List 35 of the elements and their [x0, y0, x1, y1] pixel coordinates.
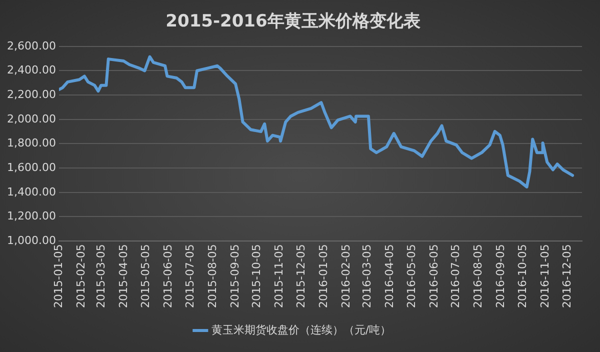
y-tick-label: 1,200.00: [7, 210, 56, 223]
y-tick-label: 1,800.00: [7, 136, 56, 150]
x-tick-label: 2016-10-05: [516, 244, 530, 308]
x-tick-label: 2016-05-05: [404, 244, 418, 308]
x-tick-label: 2016-07-05: [449, 244, 462, 308]
x-tick-label: 2015-04-05: [117, 244, 130, 308]
y-tick-label: 1,600.00: [7, 160, 56, 174]
x-tick-label: 2015-11-05: [272, 244, 286, 308]
x-tick-label: 2016-01-05: [316, 244, 330, 308]
x-tick-label: 2015-05-05: [139, 244, 152, 308]
legend-label: 黄玉米期货收盘价（连续）（元/吨）: [211, 323, 392, 336]
chart-title: 2015-2016年黄玉米价格变化表: [166, 12, 422, 32]
y-tick-label: 2,600.00: [7, 39, 56, 52]
y-tick-label: 2,400.00: [7, 64, 56, 77]
x-tick-label: 2015-10-05: [250, 244, 264, 308]
x-tick-label: 2015-01-05: [52, 244, 65, 308]
x-tick-label: 2015-09-05: [228, 244, 242, 308]
y-tick-label: 2,000.00: [7, 112, 56, 126]
x-tick-label: 2015-12-05: [294, 244, 308, 308]
x-tick-label: 2016-03-05: [360, 244, 374, 308]
x-tick-label: 2015-03-05: [94, 244, 108, 308]
x-tick-label: 2015-06-05: [162, 244, 175, 308]
x-tick-label: 2016-08-05: [472, 244, 485, 308]
y-tick-label: 2,200.00: [7, 88, 56, 101]
x-tick-label: 2016-09-05: [494, 244, 508, 308]
x-tick-label: 2016-12-05: [560, 244, 574, 308]
x-tick-label: 2015-08-05: [206, 244, 219, 308]
x-tick-label: 2015-02-05: [74, 244, 88, 308]
y-tick-label: 1,000.00: [7, 234, 56, 247]
x-tick-label: 2016-06-05: [427, 244, 440, 308]
y-tick-label: 1,400.00: [7, 185, 56, 198]
x-tick-label: 2016-04-05: [383, 244, 396, 308]
x-tick-label: 2016-02-05: [340, 244, 352, 308]
x-tick-label: 2015-07-05: [183, 244, 196, 308]
x-tick-label: 2016-11-05: [538, 244, 552, 308]
